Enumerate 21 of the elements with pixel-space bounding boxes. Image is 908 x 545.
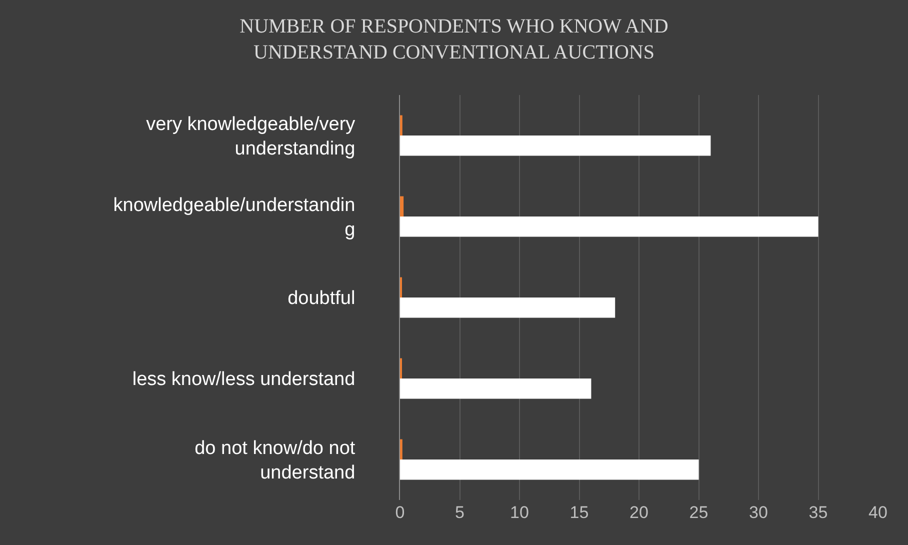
x-tick-label: 10 bbox=[510, 503, 529, 522]
x-tick-label: 20 bbox=[630, 503, 648, 522]
bar bbox=[400, 378, 592, 399]
y-tick-label: doubtful bbox=[288, 288, 356, 310]
x-tick-label: 0 bbox=[395, 503, 405, 522]
x-tick-label: 5 bbox=[455, 503, 464, 522]
y-tick-label: very knowledgeable/very understanding bbox=[146, 114, 356, 160]
bar bbox=[400, 136, 711, 156]
x-tick-label: 35 bbox=[808, 503, 828, 522]
bar bbox=[400, 216, 818, 237]
bar bbox=[400, 196, 404, 216]
y-tick-label: knowledgeable/understanding bbox=[113, 194, 356, 240]
x-tick-label: 15 bbox=[570, 503, 589, 522]
y-tick-label: less know/less understand bbox=[132, 369, 356, 390]
bar bbox=[400, 298, 616, 318]
x-tick-label: 40 bbox=[868, 503, 888, 522]
x-tick-label: 30 bbox=[749, 503, 768, 522]
chart-title: NUMBER OF RESPONDENTS WHO KNOW AND UNDERSTAND CONVENTIONAL AUCTIONS bbox=[240, 16, 668, 64]
x-tick-label: 25 bbox=[689, 503, 708, 522]
y-tick-label: do not know/do not understand bbox=[194, 438, 356, 484]
bar bbox=[400, 460, 699, 480]
